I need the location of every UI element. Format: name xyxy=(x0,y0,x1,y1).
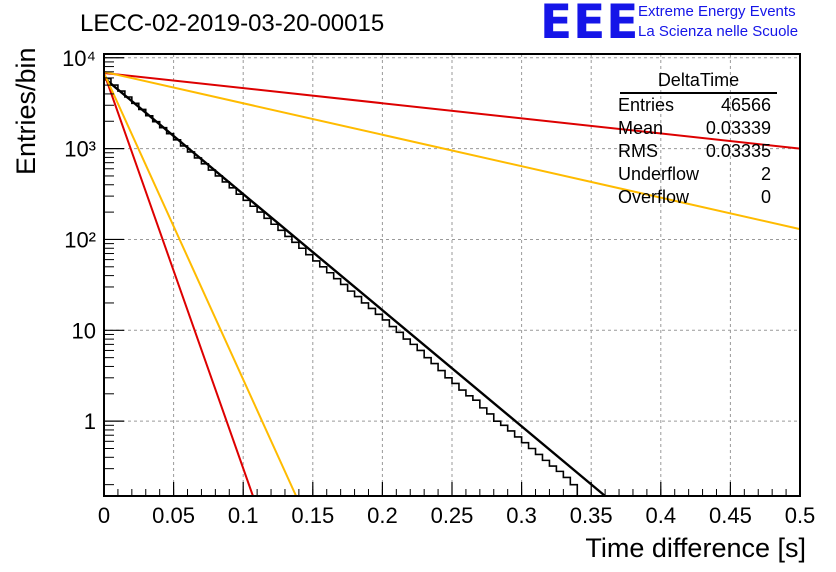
stats-row: Overflow 0 xyxy=(612,186,777,209)
logo-caption: Extreme Energy Events La Scienza nelle S… xyxy=(638,2,798,42)
stats-box: DeltaTime Entries 46566 Mean 0.03339 RMS 0.… xyxy=(612,70,777,209)
stats-value: 0.03335 xyxy=(705,141,771,161)
stats-label: Mean xyxy=(618,118,664,138)
x-tick-label: 0.15 xyxy=(291,503,334,528)
x-tick-label: 0.2 xyxy=(367,503,398,528)
stats-label: Overflow xyxy=(618,187,690,207)
histogram xyxy=(103,77,579,496)
stats-label: RMS xyxy=(618,141,658,161)
stats-value: 0 xyxy=(760,187,771,207)
logo-caption-line2: La Scienza nelle Scuole xyxy=(638,23,799,40)
stats-title: DeltaTime xyxy=(620,70,777,94)
x-tick-label: 0.35 xyxy=(570,503,613,528)
y-tick-label: 10⁴ xyxy=(62,46,96,71)
x-tick-label: 0.45 xyxy=(709,503,752,528)
y-axis-ticks: 1 10 10² 10³ 10⁴ xyxy=(62,46,124,486)
y-tick-label: 10² xyxy=(64,227,96,252)
x-tick-label: 0.3 xyxy=(506,503,537,528)
grid-lines xyxy=(104,54,800,496)
fit-line xyxy=(103,72,254,497)
y-tick-label: 1 xyxy=(84,409,96,434)
x-axis-ticks: 0 0.05 0.1 0.15 0.2 0.25 0.3 0.35 0.4 0.45 0.5 xyxy=(98,482,815,528)
fit-line xyxy=(103,71,801,150)
stats-row: Underflow 2 xyxy=(612,163,777,186)
stats-value: 46566 xyxy=(720,95,771,115)
fit-line xyxy=(103,70,801,231)
x-tick-label: 0.1 xyxy=(228,503,259,528)
y-axis-label: Entries/bin xyxy=(11,47,41,175)
x-tick-label: 0.05 xyxy=(152,503,195,528)
fit-curves xyxy=(103,70,801,497)
stats-label: Underflow xyxy=(618,164,700,184)
x-axis-label: Time difference [s] xyxy=(585,533,806,563)
stats-label: Entries xyxy=(618,95,675,115)
x-tick-label: 0.25 xyxy=(431,503,474,528)
y-tick-label: 10³ xyxy=(64,137,96,162)
fit-line xyxy=(103,76,606,497)
stats-value: 0.03339 xyxy=(705,118,771,138)
x-tick-label: 0 xyxy=(98,503,110,528)
stats-row: Mean 0.03339 xyxy=(612,117,777,140)
x-tick-label: 0.4 xyxy=(646,503,677,528)
stats-row: RMS 0.03335 xyxy=(612,140,777,163)
stats-value: 2 xyxy=(760,164,771,184)
y-tick-label: 10 xyxy=(72,318,96,343)
logo-caption-line1: Extreme Energy Events xyxy=(638,3,796,20)
chart-title: LECC-02-2019-03-20-00015 xyxy=(80,10,385,37)
stats-row: Entries 46566 xyxy=(612,94,777,117)
fit-line xyxy=(103,72,298,497)
histogram-outline xyxy=(103,77,579,496)
eee-logo: EEE xyxy=(540,0,640,50)
x-tick-label: 0.5 xyxy=(785,503,816,528)
